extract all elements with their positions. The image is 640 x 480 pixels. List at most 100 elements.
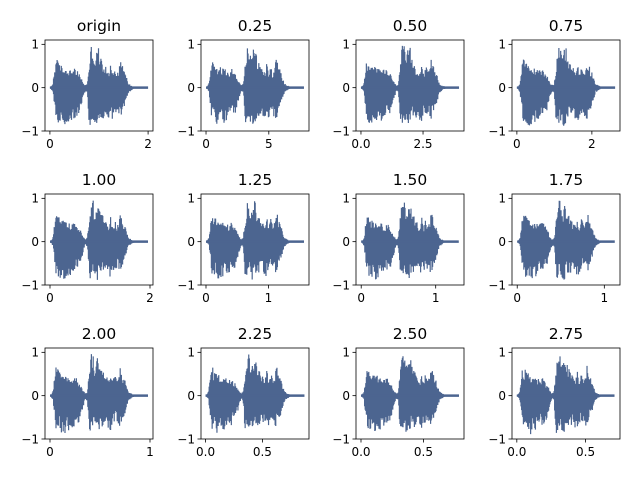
x-tick-label: 0.0 [507, 445, 526, 459]
y-tick-label: 0 [498, 81, 506, 95]
y-tick-label: −1 [332, 278, 350, 292]
subplot-title: 1.75 [549, 171, 584, 189]
x-tick-label: 5 [265, 137, 273, 151]
subplot-9: 2.00 0 1 −1 0 1 [21, 325, 154, 459]
x-tick-label: 0 [46, 137, 54, 151]
plot-frame [511, 193, 621, 286]
waveform-series [360, 356, 460, 432]
subplot-4: 0.75 0 2 −1 0 1 [488, 17, 621, 151]
subplot-10: 2.25 0.0 0.5 −1 0 1 [177, 325, 310, 459]
waveform-series [205, 354, 305, 433]
y-tick-label: −1 [488, 124, 506, 138]
y-tick-label: 0 [342, 235, 350, 249]
waveform-series [206, 48, 305, 124]
plot-frame [200, 193, 310, 286]
x-tick-label: 1 [601, 291, 609, 305]
y-tick-label: −1 [177, 432, 195, 446]
y-tick-label: 0 [31, 389, 39, 403]
subplot-5: 1.00 0 2 −1 0 1 [21, 171, 154, 305]
y-tick-label: 1 [342, 192, 350, 206]
subplot-7: 1.50 0 1 −1 0 1 [332, 171, 465, 305]
waveform-series [517, 200, 616, 280]
plot-frame [44, 347, 154, 440]
y-tick-label: 1 [498, 38, 506, 52]
x-tick-label: 0.0 [196, 445, 215, 459]
y-tick-label: 1 [187, 346, 195, 360]
plot-frame [200, 39, 310, 132]
subplot-title: 2.00 [82, 325, 117, 343]
y-tick-label: 1 [187, 38, 195, 52]
y-tick-label: −1 [21, 124, 39, 138]
plot-frame [44, 39, 154, 132]
y-tick-label: 1 [31, 192, 39, 206]
x-tick-label: 0.0 [351, 137, 370, 151]
y-tick-label: 0 [31, 235, 39, 249]
x-tick-label: 0 [46, 445, 54, 459]
waveform-series [50, 200, 149, 280]
y-tick-label: −1 [21, 432, 39, 446]
x-tick-label: 2 [146, 291, 154, 305]
waveform-series [50, 354, 149, 434]
x-tick-label: 0 [513, 291, 521, 305]
y-tick-label: 0 [342, 81, 350, 95]
x-tick-label: 0 [357, 291, 365, 305]
y-tick-label: −1 [332, 124, 350, 138]
y-tick-label: 1 [31, 346, 39, 360]
plot-frame [44, 193, 154, 286]
y-tick-label: 0 [187, 81, 195, 95]
x-tick-label: 1 [146, 445, 154, 459]
subplot-title: 2.50 [393, 325, 428, 343]
x-tick-label: 0.5 [576, 445, 595, 459]
y-tick-label: 0 [187, 389, 195, 403]
y-tick-label: 1 [187, 192, 195, 206]
waveform-series [360, 45, 460, 123]
subplot-2: 0.25 0 5 −1 0 1 [177, 17, 310, 151]
x-tick-label: 0.5 [414, 445, 433, 459]
subplot-title: 2.75 [549, 325, 584, 343]
x-tick-label: 0.5 [253, 445, 272, 459]
subplot-12: 2.75 0.0 0.5 −1 0 1 [488, 325, 621, 459]
y-tick-label: −1 [332, 432, 350, 446]
plot-frame [355, 39, 465, 132]
subplot-title: 0.75 [549, 17, 584, 35]
x-tick-label: 0 [46, 291, 54, 305]
x-tick-label: 0.0 [351, 445, 370, 459]
x-tick-label: 0 [202, 137, 210, 151]
y-tick-label: 0 [187, 235, 195, 249]
plot-frame [511, 39, 621, 132]
subplot-11: 2.50 0.0 0.5 −1 0 1 [332, 325, 465, 459]
subplot-title: 1.00 [82, 171, 117, 189]
waveform-series [49, 47, 149, 125]
subplot-3: 0.50 0.0 2.5 −1 0 1 [332, 17, 465, 151]
y-tick-label: −1 [177, 124, 195, 138]
subplot-8: 1.75 0 1 −1 0 1 [488, 171, 621, 305]
x-tick-label: 1 [432, 291, 440, 305]
y-tick-label: 1 [31, 38, 39, 52]
x-tick-label: 2 [144, 137, 152, 151]
x-tick-label: 0 [513, 137, 521, 151]
subplot-6: 1.25 0 1 −1 0 1 [177, 171, 310, 305]
plot-frame [200, 347, 310, 440]
subplot-title: origin [77, 17, 121, 35]
subplot-title: 0.50 [393, 17, 428, 35]
y-tick-label: −1 [488, 432, 506, 446]
y-tick-label: −1 [21, 278, 39, 292]
x-tick-label: 2.5 [413, 137, 432, 151]
y-tick-label: 1 [498, 346, 506, 360]
y-tick-label: 0 [498, 389, 506, 403]
subplot-title: 1.25 [238, 171, 273, 189]
y-tick-label: 1 [342, 38, 350, 52]
y-tick-label: −1 [488, 278, 506, 292]
y-tick-label: 0 [31, 81, 39, 95]
y-tick-label: −1 [177, 278, 195, 292]
y-tick-label: 1 [498, 192, 506, 206]
plot-frame [511, 347, 621, 440]
subplot-1: origin 0 2 −1 0 1 [21, 17, 154, 151]
plot-frame [355, 193, 465, 286]
y-tick-label: 1 [342, 346, 350, 360]
y-tick-label: 0 [342, 389, 350, 403]
subplot-title: 2.25 [238, 325, 273, 343]
x-tick-label: 1 [265, 291, 273, 305]
x-tick-label: 0 [202, 291, 210, 305]
